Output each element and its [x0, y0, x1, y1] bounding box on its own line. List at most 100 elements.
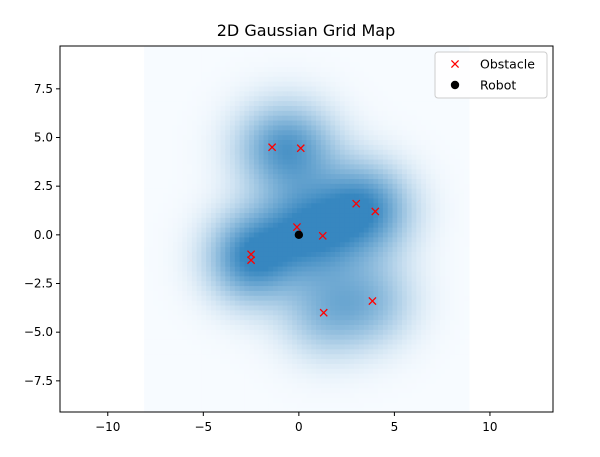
heatmap-cell — [277, 382, 284, 389]
heatmap-cell — [201, 348, 207, 355]
heatmap-cell — [344, 407, 351, 413]
heatmap-cell — [454, 280, 460, 287]
heatmap-cell — [301, 202, 308, 209]
heatmap-cell — [177, 183, 183, 189]
heatmap-cell — [430, 168, 437, 175]
heatmap-cell — [196, 231, 203, 238]
heatmap-cell — [421, 154, 427, 160]
heatmap-cell — [425, 46, 432, 53]
heatmap-cell — [282, 256, 288, 262]
heatmap-cell — [234, 173, 241, 179]
heatmap-cell — [344, 300, 351, 306]
heatmap-cell — [430, 363, 437, 369]
heatmap-cell — [144, 227, 150, 233]
heatmap-cell — [354, 348, 360, 355]
heatmap-cell — [301, 105, 308, 111]
heatmap-cell — [258, 46, 265, 53]
heatmap-cell — [397, 285, 403, 291]
heatmap-cell — [263, 90, 269, 97]
heatmap-cell — [244, 334, 250, 340]
heatmap-cell — [296, 329, 303, 335]
heatmap-cell — [296, 407, 303, 413]
heatmap-cell — [239, 324, 245, 330]
heatmap-cell — [153, 105, 160, 111]
heatmap-cell — [363, 95, 370, 102]
heatmap-cell — [359, 95, 365, 102]
heatmap-cell — [182, 71, 188, 77]
heatmap-cell — [282, 202, 288, 209]
heatmap-cell — [234, 51, 241, 58]
heatmap-cell — [416, 231, 422, 238]
heatmap-cell — [382, 66, 389, 72]
heatmap-cell — [196, 46, 203, 53]
heatmap-cell — [268, 397, 274, 403]
heatmap-cell — [182, 95, 188, 102]
heatmap-cell — [397, 270, 403, 277]
heatmap-cell — [411, 319, 417, 325]
heatmap-cell — [402, 261, 408, 267]
heatmap-cell — [148, 363, 155, 369]
heatmap-cell — [354, 144, 360, 150]
heatmap-cell — [339, 119, 346, 126]
heatmap-cell — [440, 119, 446, 126]
heatmap-cell — [167, 188, 174, 194]
heatmap-cell — [158, 56, 164, 63]
heatmap-cell — [153, 46, 160, 53]
heatmap-cell — [373, 61, 379, 68]
heatmap-cell — [220, 338, 226, 345]
heatmap-cell — [416, 222, 422, 228]
heatmap-cell — [378, 285, 384, 291]
heatmap-cell — [306, 348, 312, 355]
heatmap-cell — [253, 227, 260, 233]
heatmap-cell — [416, 134, 422, 141]
heatmap-cell — [182, 46, 188, 48]
heatmap-cell — [182, 100, 188, 106]
heatmap-cell — [287, 324, 293, 330]
heatmap-cell — [253, 382, 260, 389]
heatmap-cell — [244, 197, 250, 204]
heatmap-cell — [316, 95, 322, 102]
heatmap-cell — [402, 314, 408, 321]
heatmap-cell — [411, 397, 417, 403]
heatmap-cell — [249, 343, 255, 350]
heatmap-cell — [373, 178, 379, 184]
heatmap-cell — [421, 105, 427, 111]
heatmap-cell — [316, 241, 322, 248]
heatmap-cell — [368, 353, 374, 360]
heatmap-cell — [158, 348, 164, 355]
heatmap-cell — [425, 95, 432, 102]
heatmap-cell — [320, 66, 327, 72]
heatmap-cell — [292, 168, 298, 175]
heatmap-cell — [172, 382, 179, 389]
heatmap-cell — [196, 163, 203, 170]
heatmap-cell — [277, 154, 284, 160]
heatmap-cell — [330, 231, 336, 238]
heatmap-cell — [148, 129, 155, 136]
heatmap-cell — [220, 178, 226, 184]
heatmap-cell — [253, 275, 260, 282]
heatmap-cell — [277, 402, 284, 408]
heatmap-cell — [359, 231, 365, 238]
heatmap-cell — [373, 231, 379, 238]
heatmap-cell — [306, 256, 312, 262]
heatmap-cell — [382, 392, 389, 398]
heatmap-cell — [282, 368, 288, 374]
heatmap-cell — [359, 300, 365, 306]
heatmap-cell — [392, 51, 398, 58]
heatmap-cell — [263, 280, 269, 287]
heatmap-cell — [201, 144, 207, 150]
heatmap-cell — [244, 149, 250, 155]
heatmap-cell — [392, 154, 398, 160]
heatmap-cell — [320, 377, 327, 384]
heatmap-cell — [153, 300, 160, 306]
heatmap-cell — [311, 256, 317, 262]
heatmap-cell — [215, 368, 222, 374]
heatmap-cell — [158, 51, 164, 58]
heatmap-cell — [325, 407, 331, 413]
heatmap-cell — [397, 183, 403, 189]
heatmap-cell — [277, 329, 284, 335]
heatmap-cell — [354, 265, 360, 272]
heatmap-cell — [359, 207, 365, 214]
heatmap-cell — [430, 392, 437, 398]
heatmap-cell — [230, 280, 236, 287]
